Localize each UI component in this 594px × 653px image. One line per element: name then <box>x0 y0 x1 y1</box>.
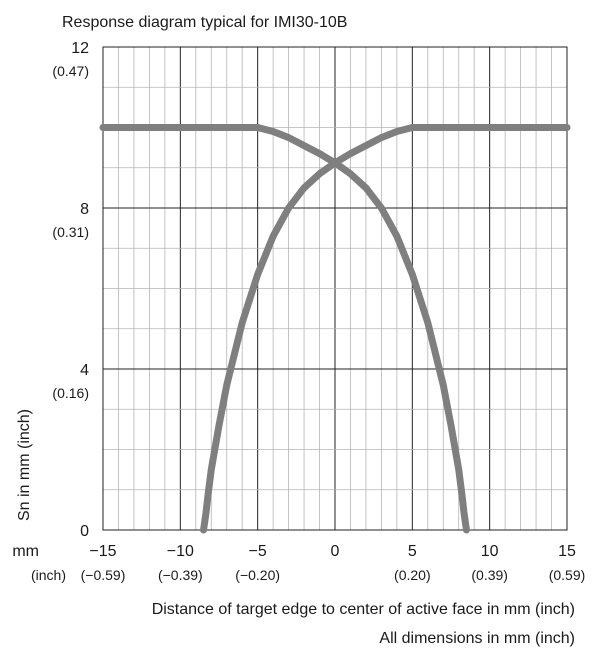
y-tick-label: 12 <box>71 40 89 57</box>
y-axis-label: Sn in mm (inch) <box>16 409 33 521</box>
x-tick-label: −15 <box>89 543 116 560</box>
x-tick-label: −10 <box>167 543 194 560</box>
y-tick-label-inch: (0.16) <box>52 385 89 401</box>
x-tick-label-inch: (0.20) <box>394 567 431 583</box>
x-axis-label: Distance of target edge to center of act… <box>152 601 575 618</box>
x-unit-label-inch: (inch) <box>31 567 66 583</box>
x-unit-label: mm <box>12 543 39 560</box>
dimensions-note: All dimensions in mm (inch) <box>379 630 575 647</box>
x-tick-label: 15 <box>558 543 576 560</box>
x-tick-label-inch: (0.39) <box>471 567 508 583</box>
y-tick-label-inch: (0.31) <box>52 224 89 240</box>
y-tick-label-inch: (0.47) <box>52 63 89 79</box>
y-tick-label: 8 <box>80 201 89 218</box>
chart-title: Response diagram typical for IMI30-10B <box>62 14 347 31</box>
x-tick-label-inch: (−0.59) <box>81 567 126 583</box>
x-tick-label-inch: (−0.39) <box>158 567 203 583</box>
y-tick-label: 4 <box>80 362 89 379</box>
plot-frame <box>102 46 568 531</box>
x-tick-label: 10 <box>481 543 499 560</box>
tick-labels: −15 (−0.59) −10 (−0.39) −5 (−0.20) 0 5 (0.20) 10 (… <box>52 40 585 583</box>
x-tick-label: −5 <box>249 543 267 560</box>
x-tick-label: 0 <box>331 543 340 560</box>
response-curve-1 <box>99 124 470 534</box>
response-curve-2 <box>200 124 571 534</box>
y-tick-label: 0 <box>80 523 89 540</box>
plot-grid <box>102 46 568 531</box>
x-tick-label-inch: (0.59) <box>549 567 586 583</box>
series-layer <box>99 124 571 534</box>
x-tick-label-inch: (−0.20) <box>235 567 280 583</box>
x-tick-label: 5 <box>408 543 417 560</box>
